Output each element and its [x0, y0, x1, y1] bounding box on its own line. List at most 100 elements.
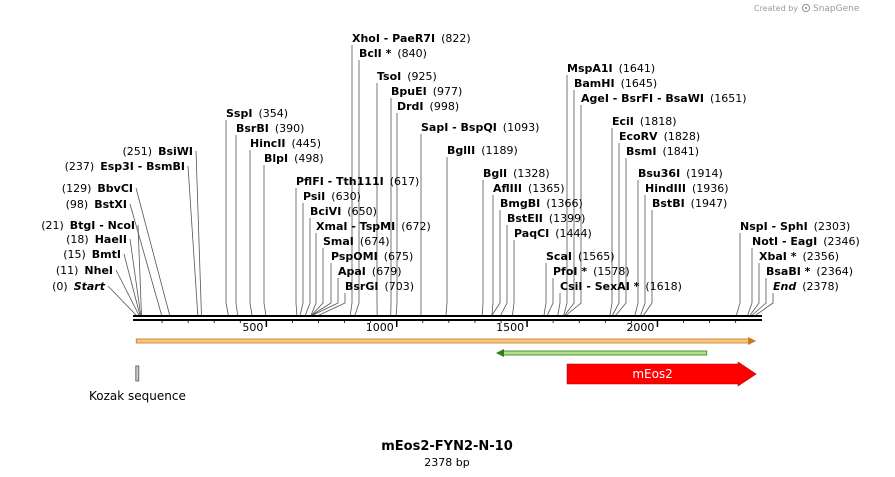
site-position: (1841) [663, 145, 700, 158]
site-position: (1578) [593, 265, 630, 278]
site-pflfi-tth111i: PflFI - Tth111I (617) [296, 175, 419, 188]
site-position: (251) [122, 145, 152, 158]
site-position: (617) [390, 175, 420, 188]
ruler-ticks: 500 1000 1500 2000 [161, 320, 737, 334]
site-xmai-tspmi: XmaI - TspMI (672) [316, 220, 431, 233]
leader-nspi-sphi [736, 233, 741, 316]
site-bbvci: (129) BbvCI [62, 182, 133, 195]
site-position: (977) [433, 85, 463, 98]
site-pfoi: PfoI * (1578) [553, 265, 630, 278]
site-position: (703) [384, 280, 414, 293]
site-label: ApaI (679) [338, 265, 402, 278]
ruler-label-1500: 1500 [496, 321, 524, 334]
site-position: (1914) [686, 167, 723, 180]
site-bglii: BglII (1189) [447, 144, 518, 157]
enzyme-name: BsmI [626, 145, 657, 158]
leader-bgli [481, 180, 484, 316]
site-haeii: (18) HaeII [66, 233, 127, 246]
leader-mspa1i [563, 75, 568, 316]
leader-bsrgi [319, 293, 346, 316]
site-label: BsrBI (390) [236, 122, 304, 135]
site-bstxi: (98) BstXI [66, 198, 127, 211]
enzyme-name: CsiI - SexAI * [560, 280, 640, 293]
feature-track: mEos2 Kozak sequence [89, 337, 757, 403]
leader-end [755, 293, 774, 316]
enzyme-name: SspI [226, 107, 252, 120]
site-label: BsrGI (703) [345, 280, 414, 293]
enzyme-name: TsoI [377, 70, 401, 83]
site-position: (1565) [578, 250, 615, 263]
site-mspa1i: MspA1I (1641) [567, 62, 655, 75]
site-noti-eagi: NotI - EagI (2346) [752, 235, 860, 248]
site-label: BstBI (1947) [652, 197, 727, 210]
enzyme-name: Start [74, 280, 106, 293]
site-position: (1947) [691, 197, 728, 210]
enzyme-name: XhoI - PaeR7I [352, 32, 435, 45]
enzyme-name: AgeI - BsrFI - BsaWI [581, 92, 704, 105]
enzyme-name: XmaI - TspMI [316, 220, 395, 233]
site-position: (1618) [645, 280, 682, 293]
enzyme-name: PsiI [303, 190, 325, 203]
enzyme-name: BmgBI [500, 197, 540, 210]
site-position: (1645) [621, 77, 658, 90]
leader-afliii [491, 195, 494, 316]
site-label: BclI * (840) [359, 47, 427, 60]
site-label: BglI (1328) [483, 167, 550, 180]
site-psii: PsiI (630) [303, 190, 361, 203]
leader-bsrbi [235, 135, 239, 316]
enzyme-name: BsrBI [236, 122, 269, 135]
site-label: PaqCI (1444) [514, 227, 592, 240]
site-csii-sexai: CsiI - SexAI * (1618) [560, 280, 682, 293]
enzyme-name: BglI [483, 167, 507, 180]
site-position: (2378) [802, 280, 839, 293]
site-label: PsiI (630) [303, 190, 361, 203]
leader-scai [543, 263, 547, 316]
site-bsiwi: (251) BsiWI [122, 145, 193, 158]
site-position: (675) [384, 250, 414, 263]
site-label: (237) Esp3I - BsmBI [65, 160, 185, 173]
site-label: CsiI - SexAI * (1618) [560, 280, 682, 293]
site-position: (1189) [481, 144, 518, 157]
site-label: (11) NheI [56, 264, 113, 277]
site-label: (129) BbvCI [62, 182, 133, 195]
enzyme-name: BbvCI [97, 182, 133, 195]
site-label: ScaI (1565) [546, 250, 615, 263]
site-label: TsoI (925) [377, 70, 437, 83]
site-position: (2346) [823, 235, 860, 248]
enzyme-name: BtgI - NcoI [70, 219, 135, 232]
site-start: (0) Start [52, 280, 106, 293]
leader-xmai-tspmi [310, 233, 317, 316]
leader-bsiwi [195, 150, 202, 316]
enzyme-name: EcoRV [619, 130, 658, 143]
site-label: BstEII (1399) [507, 212, 585, 225]
site-position: (390) [275, 122, 305, 135]
site-afliii: AflIII (1365) [493, 182, 565, 195]
site-label: BglII (1189) [447, 144, 518, 157]
site-label: XbaI * (2356) [759, 250, 839, 263]
leader-hindiii [640, 195, 646, 316]
site-position: (1093) [503, 121, 540, 134]
site-position: (998) [430, 100, 460, 113]
site-label: BamHI (1645) [574, 77, 657, 90]
site-position: (498) [294, 152, 324, 165]
site-position: (129) [62, 182, 92, 195]
leader-bglii [445, 157, 448, 316]
site-label: (0) Start [52, 280, 106, 293]
leader-pflfi-tth111i [295, 188, 298, 316]
site-label: BpuEI (977) [391, 85, 462, 98]
enzyme-name: BclI * [359, 47, 392, 60]
site-label: (21) BtgI - NcoI [41, 219, 135, 232]
site-label: BsaBI * (2364) [766, 265, 853, 278]
site-position: (1328) [513, 167, 550, 180]
site-hindiii: HindIII (1936) [645, 182, 729, 195]
site-btgi-ncoi: (21) BtgI - NcoI [41, 219, 135, 232]
site-bpuei: BpuEI (977) [391, 85, 462, 98]
enzyme-name: PflFI - Tth111I [296, 175, 384, 188]
site-leader-lines [107, 45, 774, 316]
site-smai: SmaI (674) [323, 235, 390, 248]
site-label: BlpI (498) [264, 152, 324, 165]
site-position: (1651) [710, 92, 747, 105]
reverse-feature-arrowhead [496, 349, 505, 357]
site-position: (650) [347, 205, 377, 218]
